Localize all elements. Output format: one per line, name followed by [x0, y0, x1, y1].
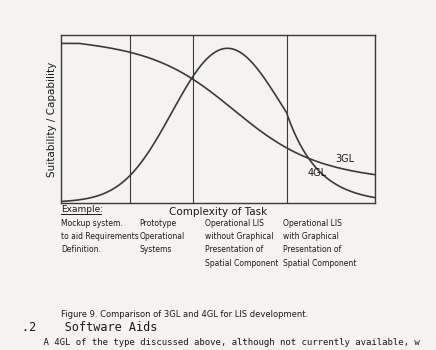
Text: Operational LIS: Operational LIS [283, 219, 342, 228]
Text: Presentation of: Presentation of [283, 245, 342, 254]
Text: Prototype: Prototype [140, 219, 177, 228]
Text: to aid Requirements: to aid Requirements [61, 232, 139, 241]
Text: with Graphical: with Graphical [283, 232, 339, 241]
Text: Spatial Component: Spatial Component [205, 259, 278, 268]
Text: Spatial Component: Spatial Component [283, 259, 357, 268]
Text: A 4GL of the type discussed above, although not currently available, w: A 4GL of the type discussed above, altho… [22, 338, 419, 347]
X-axis label: Complexity of Task: Complexity of Task [169, 207, 267, 217]
Text: 4GL: 4GL [307, 168, 327, 177]
Text: .2    Software Aids: .2 Software Aids [22, 321, 157, 334]
Text: Operational: Operational [140, 232, 185, 241]
Y-axis label: Suitability / Capability: Suitability / Capability [47, 61, 57, 177]
Text: Mockup system.: Mockup system. [61, 219, 123, 228]
Text: without Graphical: without Graphical [205, 232, 273, 241]
Text: Presentation of: Presentation of [205, 245, 263, 254]
Text: 3GL: 3GL [336, 154, 355, 164]
Text: Example:: Example: [61, 205, 103, 214]
Text: Operational LIS: Operational LIS [205, 219, 264, 228]
Text: Definition.: Definition. [61, 245, 101, 254]
Text: Figure 9. Comparison of 3GL and 4GL for LIS development.: Figure 9. Comparison of 3GL and 4GL for … [61, 310, 308, 319]
Text: Systems: Systems [140, 245, 172, 254]
